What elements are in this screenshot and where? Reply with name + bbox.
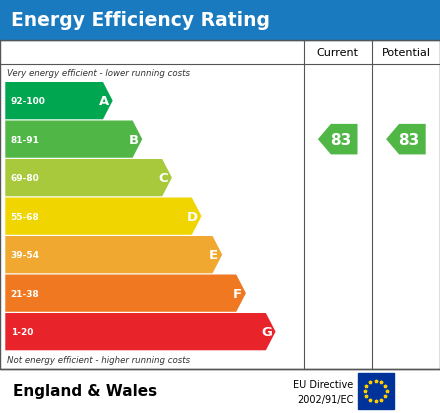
Text: 83: 83 — [330, 132, 351, 147]
Polygon shape — [5, 236, 222, 273]
Polygon shape — [5, 275, 246, 312]
Text: B: B — [128, 133, 139, 146]
Text: G: G — [261, 325, 272, 338]
Text: 92-100: 92-100 — [11, 97, 45, 106]
Bar — [0, 40, 440, 369]
Polygon shape — [5, 198, 202, 235]
Text: 81-91: 81-91 — [11, 135, 40, 144]
Text: 1-20: 1-20 — [11, 328, 33, 336]
Polygon shape — [386, 125, 426, 155]
Text: C: C — [158, 172, 168, 185]
Bar — [0, 0, 440, 40]
Polygon shape — [5, 313, 275, 350]
Text: A: A — [99, 95, 109, 108]
Text: England & Wales: England & Wales — [13, 383, 158, 399]
Polygon shape — [5, 83, 113, 120]
Text: E: E — [209, 249, 218, 261]
Text: F: F — [233, 287, 242, 300]
Text: 2002/91/EC: 2002/91/EC — [297, 394, 353, 404]
Polygon shape — [318, 125, 358, 155]
Text: Not energy efficient - higher running costs: Not energy efficient - higher running co… — [7, 356, 190, 364]
Polygon shape — [5, 121, 142, 159]
Text: D: D — [187, 210, 198, 223]
Text: Current: Current — [317, 47, 359, 57]
Bar — [358, 373, 394, 408]
Text: Very energy efficient - lower running costs: Very energy efficient - lower running co… — [7, 69, 190, 78]
Text: 21-38: 21-38 — [11, 289, 39, 298]
Bar — [0, 369, 440, 413]
Text: 55-68: 55-68 — [11, 212, 39, 221]
Text: EU Directive: EU Directive — [293, 379, 353, 389]
Polygon shape — [5, 160, 172, 197]
Text: Energy Efficiency Rating: Energy Efficiency Rating — [11, 11, 270, 30]
Text: 39-54: 39-54 — [11, 251, 40, 259]
Text: 83: 83 — [398, 132, 419, 147]
Text: Potential: Potential — [381, 47, 430, 57]
Text: 69-80: 69-80 — [11, 174, 39, 183]
